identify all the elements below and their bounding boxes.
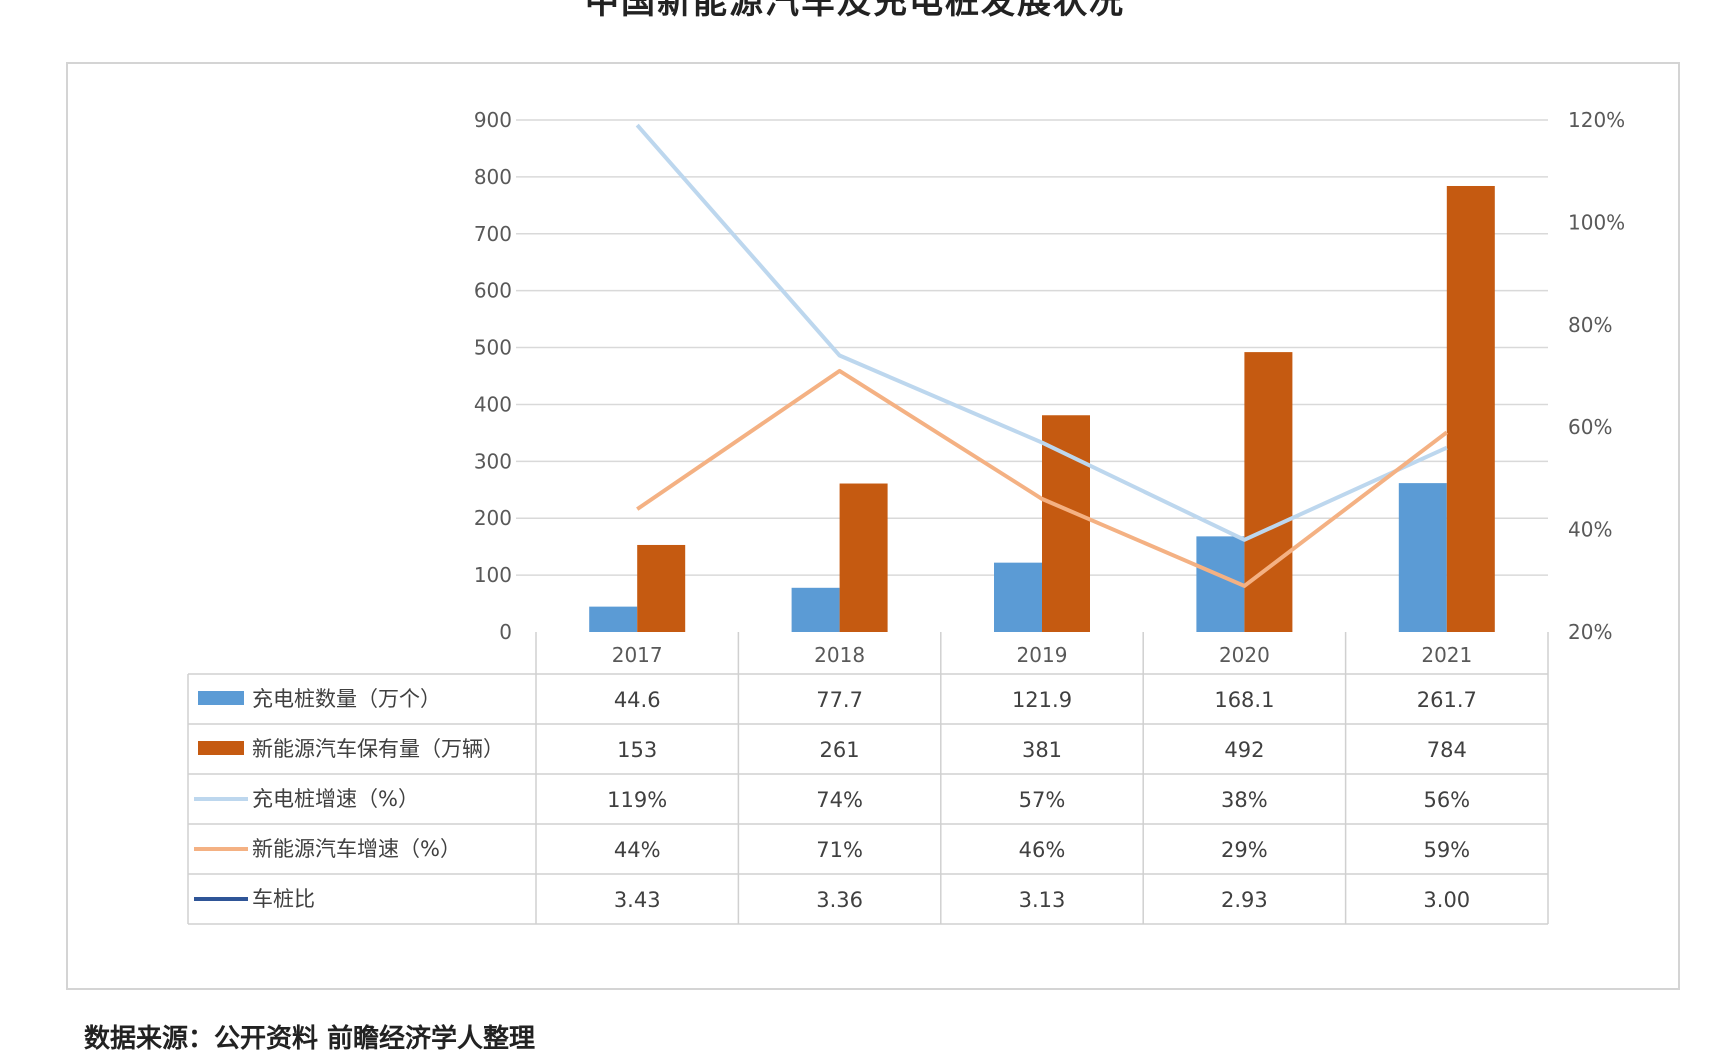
line-series-2 xyxy=(635,123,1448,542)
legend-label-series-0: 充电桩数量（万个） xyxy=(252,687,441,711)
table-cell: 3.13 xyxy=(1019,888,1066,912)
table-cell: 119% xyxy=(607,788,667,812)
table-cell: 168.1 xyxy=(1214,688,1274,712)
table-cell: 74% xyxy=(816,788,863,812)
table-cell: 57% xyxy=(1019,788,1066,812)
y-tick-label: 900 xyxy=(474,108,512,132)
table-cell: 492 xyxy=(1224,738,1264,762)
bar-2020-series-1 xyxy=(1244,352,1293,632)
legend-label-series-4: 车桩比 xyxy=(252,887,315,911)
y-tick-label: 400 xyxy=(474,392,512,416)
table-cell: 261.7 xyxy=(1417,688,1477,712)
table-cell: 121.9 xyxy=(1012,688,1072,712)
y-tick-label: 700 xyxy=(474,222,512,246)
table-cell: 153 xyxy=(617,738,657,762)
table-cell: 56% xyxy=(1423,788,1470,812)
table-cell: 29% xyxy=(1221,838,1268,862)
bar-2021-series-0 xyxy=(1398,483,1447,632)
table-cell: 3.00 xyxy=(1423,888,1470,912)
table-cell: 381 xyxy=(1022,738,1062,762)
combo-chart: 0 100 200 300 400 500 600 700 800 900 20% 40% 60% 80%… xyxy=(187,108,1625,925)
table-cell: 261 xyxy=(820,738,860,762)
x-tick-label: 2019 xyxy=(1017,643,1068,667)
legend-label-series-1: 新能源汽车保有量（万辆） xyxy=(252,737,504,761)
table-cell: 59% xyxy=(1423,838,1470,862)
table-cell: 71% xyxy=(816,838,863,862)
table-cell: 44.6 xyxy=(614,688,661,712)
y2-tick-label: 40% xyxy=(1568,518,1612,542)
y-tick-label: 200 xyxy=(474,506,512,530)
table-cell: 784 xyxy=(1427,738,1467,762)
y2-tick-label: 80% xyxy=(1568,313,1612,337)
legend-label-series-2: 充电桩增速（%） xyxy=(252,787,419,811)
y-tick-label: 800 xyxy=(474,165,512,189)
y2-tick-label: 120% xyxy=(1568,108,1625,132)
legend-label-series-3: 新能源汽车增速（%） xyxy=(252,837,461,861)
y2-tick-label: 20% xyxy=(1568,620,1612,644)
line-series-3 xyxy=(636,368,1449,588)
legend-key-series-1 xyxy=(198,741,244,755)
source-note: 数据来源：公开资料 前瞻经济学人整理 xyxy=(84,1024,536,1054)
table-cell: 46% xyxy=(1019,838,1066,862)
table-cell: 3.43 xyxy=(614,888,661,912)
y-tick-label: 0 xyxy=(499,620,512,644)
table-cell: 38% xyxy=(1221,788,1268,812)
table-cell: 77.7 xyxy=(816,688,863,712)
bar-2019-series-0 xyxy=(994,562,1042,632)
x-tick-label: 2018 xyxy=(814,643,865,667)
bar-2018-series-0 xyxy=(791,587,840,632)
bar-2017-series-1 xyxy=(637,544,686,632)
y-tick-label: 500 xyxy=(474,336,512,360)
chart-frame: 0 100 200 300 400 500 600 700 800 900 20% 40% 60% 80%… xyxy=(66,62,1680,990)
table-cell: 2.93 xyxy=(1221,888,1268,912)
bar-2019-series-1 xyxy=(1042,415,1090,632)
y2-tick-label: 60% xyxy=(1568,415,1612,439)
table-cell: 44% xyxy=(614,838,661,862)
page-title: 中国新能源汽车及充电桩发展状况 xyxy=(585,0,1125,22)
x-tick-label: 2017 xyxy=(612,643,663,667)
bar-2021-series-1 xyxy=(1446,185,1495,632)
y2-tick-label: 100% xyxy=(1568,210,1625,234)
x-tick-label: 2020 xyxy=(1219,643,1270,667)
legend-key-series-0 xyxy=(198,691,244,705)
bar-2018-series-1 xyxy=(839,483,888,632)
bar-2017-series-0 xyxy=(589,606,638,632)
y-tick-label: 100 xyxy=(474,563,512,587)
y-tick-label: 600 xyxy=(474,279,512,303)
x-tick-label: 2021 xyxy=(1421,643,1472,667)
y-tick-label: 300 xyxy=(474,449,512,473)
table-cell: 3.36 xyxy=(816,888,863,912)
